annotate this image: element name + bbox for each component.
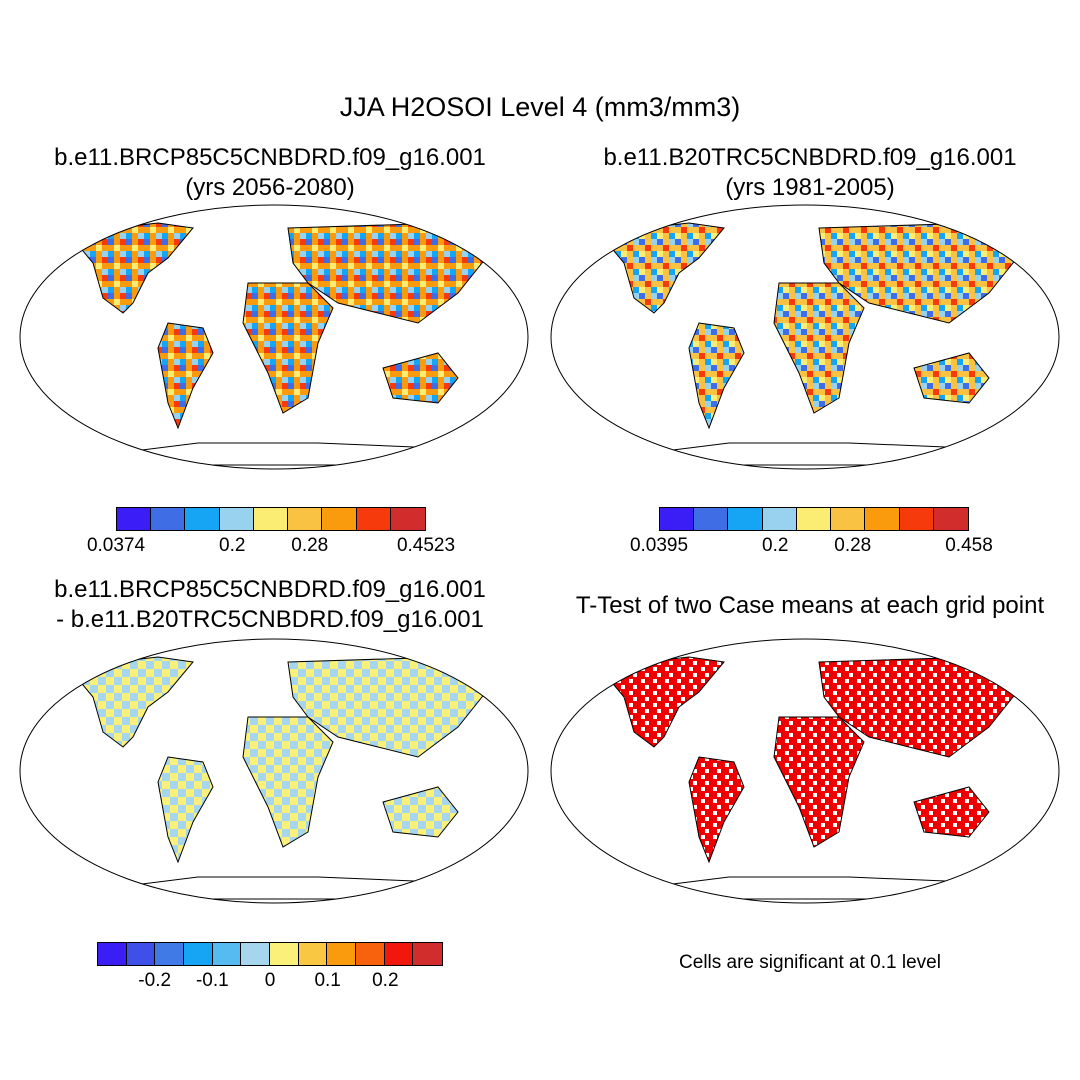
panel-2-title: b.e11.B20TRC5CNBDRD.f09_g16.001 (yrs 198… <box>540 143 1080 203</box>
land-fill <box>67 656 499 900</box>
significance-note: Cells are significant at 0.1 level <box>679 952 941 973</box>
colorbar-1-box <box>288 508 323 530</box>
colorbar-3-box <box>327 943 356 965</box>
colorbar-3-box <box>269 943 299 965</box>
colorbar-3-tick-label: 0.2 <box>372 970 399 991</box>
colorbar-3-box <box>298 943 328 965</box>
panel-4-title-line1: T-Test of two Case means at each grid po… <box>575 592 1045 619</box>
colorbar-2-box <box>660 508 695 530</box>
map-frame <box>19 204 529 470</box>
colorbar-1-box <box>356 508 391 530</box>
colorbar-3-box <box>355 943 385 965</box>
panel-2-title-line1: b.e11.B20TRC5CNBDRD.f09_g16.001 <box>603 144 1017 171</box>
panel-3-title: b.e11.BRCP85C5CNBDRD.f09_g16.001 - b.e11… <box>0 575 540 635</box>
colorbar-1-box <box>117 508 152 530</box>
colorbar-3-box <box>384 943 414 965</box>
colorbar-1-tick-label: 0.0374 <box>86 535 146 556</box>
map-panel-4 <box>550 638 1060 904</box>
colorbar-2-tick-label: 0.28 <box>834 535 872 556</box>
colorbar-1-box <box>151 508 186 530</box>
colorbar-3-box <box>155 943 184 965</box>
colorbar-2-tick-label: 0.0395 <box>629 535 689 556</box>
colorbar-1 <box>116 507 426 531</box>
colorbar-2-box <box>762 508 797 530</box>
land-fill <box>67 222 499 466</box>
panel-3-title-line1: b.e11.BRCP85C5CNBDRD.f09_g16.001 <box>54 576 486 603</box>
panel-1-title-line1: b.e11.BRCP85C5CNBDRD.f09_g16.001 <box>54 144 486 171</box>
land-fill <box>598 222 1030 466</box>
colorbar-3-box <box>98 943 127 965</box>
map-panel-2 <box>550 204 1060 470</box>
map-frame <box>19 638 529 904</box>
panel-1-title: b.e11.BRCP85C5CNBDRD.f09_g16.001 (yrs 20… <box>0 143 540 203</box>
colorbar-3-tick-label: -0.2 <box>138 970 172 991</box>
colorbar-3 <box>97 942 443 966</box>
map-frame <box>550 638 1060 904</box>
colorbar-2-box <box>933 508 968 530</box>
colorbar-3-box <box>413 943 442 965</box>
panel-3-title-line2: - b.e11.B20TRC5CNBDRD.f09_g16.001 <box>56 606 484 633</box>
colorbar-2-tick-label: 0.2 <box>762 535 789 556</box>
colorbar-2-box <box>728 508 763 530</box>
colorbar-3-tick-label: 0 <box>264 970 276 991</box>
colorbar-2-box <box>796 508 832 530</box>
colorbar-3-box <box>241 943 270 965</box>
significance-fill <box>598 656 1030 900</box>
colorbar-1-tick-label: 0.4523 <box>396 535 456 556</box>
colorbar-1-box <box>219 508 254 530</box>
colorbar-3-box <box>183 943 213 965</box>
colorbar-3-box <box>212 943 242 965</box>
colorbar-1-box <box>390 508 425 530</box>
colorbar-2 <box>659 507 969 531</box>
colorbar-1-tick-label: 0.2 <box>219 535 246 556</box>
panel-4-title: T-Test of two Case means at each grid po… <box>540 591 1080 621</box>
colorbar-1-tick-label: 0.28 <box>291 535 329 556</box>
colorbar-1-box <box>185 508 220 530</box>
map-panel-1 <box>19 204 529 470</box>
colorbar-3-tick-label: -0.1 <box>195 970 229 991</box>
colorbar-2-box <box>899 508 934 530</box>
map-panel-3 <box>19 638 529 904</box>
colorbar-1-box <box>253 508 289 530</box>
colorbar-2-tick-label: 0.458 <box>945 535 993 556</box>
colorbar-1-box <box>322 508 357 530</box>
colorbar-2-box <box>865 508 900 530</box>
panel-1-title-line2: (yrs 2056-2080) <box>185 174 355 201</box>
map-frame <box>550 204 1060 470</box>
colorbar-2-box <box>831 508 866 530</box>
colorbar-3-tick-label: 0.1 <box>314 970 341 991</box>
figure-title: JJA H2OSOI Level 4 (mm3/mm3) <box>339 92 741 122</box>
colorbar-2-box <box>694 508 729 530</box>
colorbar-3-box <box>126 943 156 965</box>
panel-2-title-line2: (yrs 1981-2005) <box>725 174 895 201</box>
